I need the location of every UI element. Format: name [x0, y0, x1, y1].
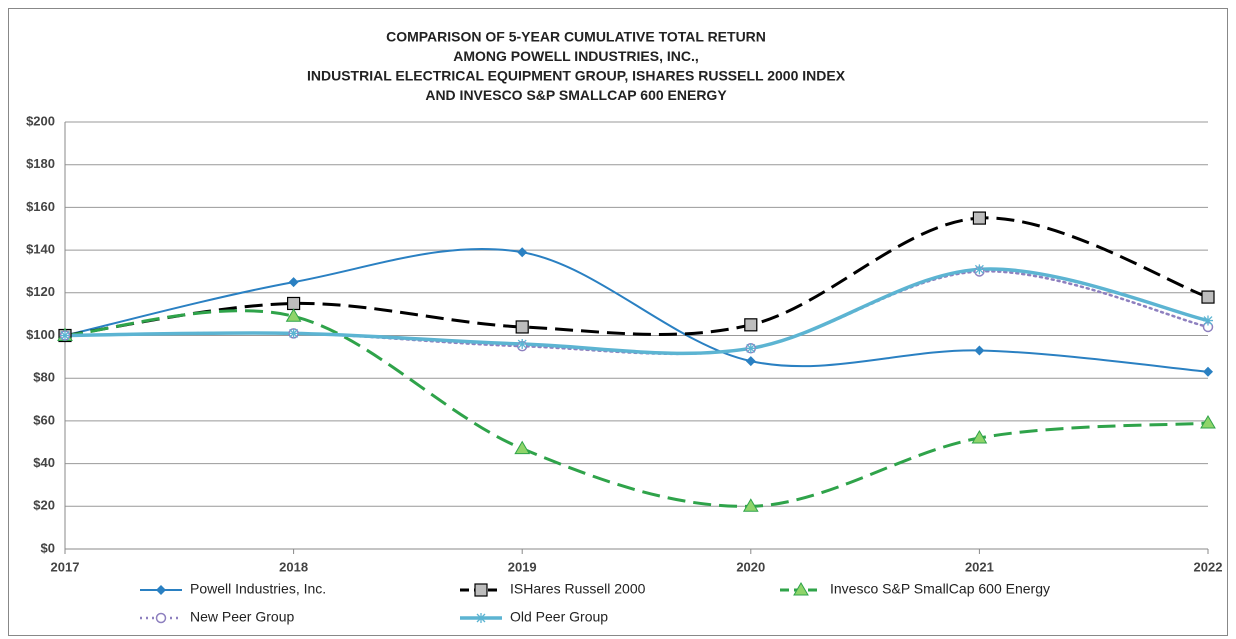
marker	[1201, 290, 1215, 304]
marker	[515, 320, 529, 334]
legend-label: New Peer Group	[190, 609, 294, 625]
chart-title: COMPARISON OF 5-YEAR CUMULATIVE TOTAL RE…	[386, 29, 766, 45]
marker	[287, 296, 301, 311]
y-tick-label: $200	[26, 113, 55, 128]
marker	[971, 429, 988, 444]
x-tick-label: 2017	[51, 559, 80, 574]
marker	[476, 613, 486, 623]
marker	[288, 277, 299, 288]
marker	[514, 440, 531, 455]
y-tick-label: $120	[26, 284, 55, 299]
marker	[474, 583, 488, 597]
marker	[285, 308, 302, 322]
y-tick-label: $160	[26, 199, 55, 214]
x-tick-label: 2020	[736, 559, 765, 574]
marker	[793, 582, 809, 596]
marker	[974, 264, 985, 275]
legend-label: Powell Industries, Inc.	[190, 581, 326, 597]
y-tick-label: $60	[33, 412, 55, 427]
marker	[745, 356, 756, 367]
legend-label: ISHares Russell 2000	[510, 581, 646, 597]
x-tick-label: 2022	[1194, 559, 1223, 574]
series-line	[64, 267, 1209, 356]
chart-title: INDUSTRIAL ELECTRICAL EQUIPMENT GROUP, I…	[307, 68, 846, 84]
marker	[1200, 415, 1216, 429]
series-line	[64, 247, 1209, 373]
marker	[1203, 315, 1213, 326]
legend-label: Old Peer Group	[510, 609, 608, 625]
marker	[156, 585, 166, 595]
y-tick-label: $100	[26, 327, 55, 342]
chart-title: AMONG POWELL INDUSTRIES, INC.,	[453, 48, 699, 64]
y-tick-label: $80	[33, 370, 55, 385]
x-tick-label: 2018	[279, 559, 308, 574]
marker	[288, 328, 299, 339]
marker	[517, 247, 528, 258]
marker	[974, 345, 985, 356]
y-tick-label: $20	[33, 498, 55, 513]
series-line	[64, 309, 1209, 508]
chart-title: AND INVESCO S&P SMALLCAP 600 ENERGY	[425, 87, 727, 103]
marker	[155, 612, 167, 624]
marker	[745, 343, 756, 354]
y-tick-label: $180	[26, 156, 55, 171]
x-tick-label: 2019	[508, 559, 537, 574]
legend-label: Invesco S&P SmallCap 600 Energy	[830, 581, 1050, 597]
marker	[1203, 366, 1213, 377]
marker	[972, 211, 987, 225]
marker	[60, 330, 70, 341]
marker	[742, 498, 759, 512]
marker	[744, 318, 758, 332]
frame	[8, 8, 1228, 636]
y-tick-label: $0	[41, 540, 55, 555]
marker	[517, 339, 528, 350]
series-line	[64, 216, 1209, 337]
x-tick-label: 2021	[965, 559, 994, 574]
y-tick-label: $40	[33, 455, 55, 470]
y-tick-label: $140	[26, 242, 55, 257]
